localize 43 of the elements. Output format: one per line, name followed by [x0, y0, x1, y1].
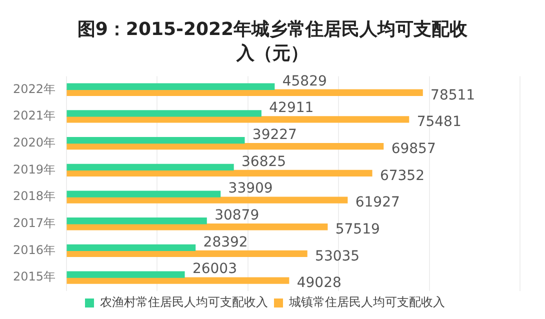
y-tick-label: 2018年 [12, 189, 56, 204]
y-tick-label: 2017年 [12, 216, 56, 230]
data-label: 33909 [228, 180, 273, 197]
data-label: 61927 [355, 194, 400, 211]
bar [66, 250, 308, 258]
bar [66, 142, 384, 150]
data-label: 78511 [430, 87, 476, 104]
bar [66, 271, 185, 278]
bar [66, 218, 207, 224]
legend-label: 农渔村常住居民人均可支配收入 [100, 295, 268, 310]
bar [66, 277, 290, 284]
bar [66, 190, 221, 198]
bar [66, 244, 196, 252]
data-label: 30879 [214, 208, 260, 224]
y-tick-label: 2016年 [12, 242, 56, 257]
chart-title: 图9：2015-2022年城乡常住居民人均可支配收入（元） [76, 18, 469, 66]
data-label: 45829 [282, 73, 327, 90]
y-tick-label: 2021年 [12, 108, 56, 123]
bar [66, 224, 328, 230]
bar [66, 110, 262, 117]
bar [66, 196, 348, 204]
bar [66, 83, 275, 90]
bar [66, 116, 410, 123]
legend-label: 城镇常住居民人均可支配收入 [288, 295, 445, 310]
data-label: 67352 [380, 168, 424, 184]
data-label: 28392 [203, 234, 248, 250]
data-label: 49028 [296, 275, 342, 292]
y-tick-label: 2020年 [12, 135, 56, 150]
y-tick-label: 2019年 [12, 162, 56, 176]
data-label: 36825 [242, 154, 286, 170]
y-tick-label: 2022年 [12, 82, 56, 96]
bar [66, 164, 234, 171]
data-label: 57519 [335, 222, 380, 238]
bar [66, 89, 423, 96]
data-label: 26003 [192, 261, 237, 278]
y-tick-label: 2015年 [12, 270, 56, 284]
bar [66, 170, 372, 177]
data-label: 42911 [269, 100, 314, 116]
data-label: 69857 [391, 140, 436, 157]
bar [66, 136, 245, 144]
data-label: 75481 [416, 114, 462, 130]
data-label: 53035 [315, 248, 360, 264]
data-label: 39227 [252, 126, 297, 143]
